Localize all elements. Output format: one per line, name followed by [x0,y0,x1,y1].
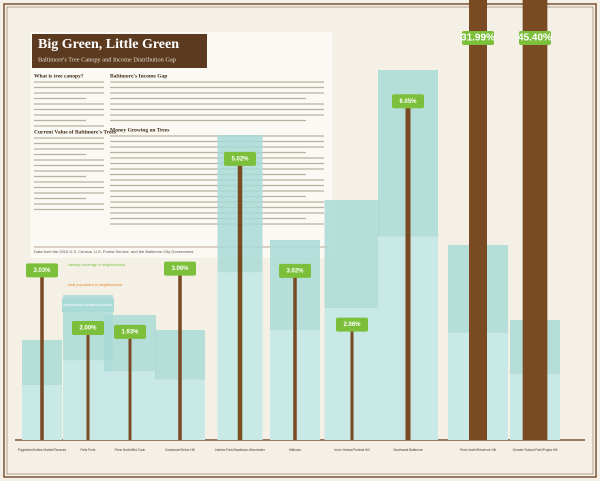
x-tick-label: Midtown [289,448,301,452]
canopy-label: 1.93% [121,329,139,335]
x-tick-label: Fells Point [81,448,96,452]
title-box [32,34,207,68]
x-tick-label: Greater Roland Park/Poplar Hill [513,448,558,452]
source: Data from the 2010 U.S. Census, U.S. For… [34,249,194,254]
x-tick-label: Penn North/Reservoir Hill [460,448,496,452]
legend-entry: neighborhood household income [63,303,112,307]
x-tick-label: Harlem Park/Sandtown-Winchester [215,448,266,452]
section-heading: Current Value of Baltimore's Trees [34,129,116,135]
tree-trunk [350,324,354,440]
canopy-label-box [336,317,368,332]
canopy-label-box [72,321,104,335]
canopy-label: 3.03% [33,268,51,274]
canopy-label: 45.40% [518,33,552,44]
body-text [34,81,324,225]
canopy-label: 31.99% [461,33,495,44]
canopy-label: 5.02% [231,156,249,162]
title: Big Green, Little Green [38,37,179,52]
canopy-label-box [26,263,58,278]
subtitle: Baltimore's Tree Canopy and Income Distr… [38,56,176,63]
tree-trunk [237,158,243,440]
x-tick-label: Poppleton/Hollins Market/Terraces [18,448,67,452]
canopy-label-box [164,261,196,276]
tree-trunk [128,331,132,440]
x-tick-label: Southwest Baltimore [393,448,422,452]
canopy-label-box [519,31,551,45]
x-tick-label: Inner Harbor/Federal Hill [335,448,370,452]
section-heading: Money Growing on Trees [110,127,169,133]
tree-trunk [469,0,487,440]
section-heading: Baltimore's Income Gap [110,73,167,79]
canopy-label: 2.06% [343,322,361,328]
canopy-label-box [392,94,424,109]
canopy-label-box [279,263,311,278]
section-heading: What is tree canopy? [34,73,84,79]
text-panel [30,32,332,258]
tree-trunk [178,268,182,440]
frame-inner [6,6,594,475]
tree-trunk [405,101,411,440]
x-tick-label: Downtown/Seton Hill [165,448,195,452]
canopy-label: 3.06% [171,266,189,272]
canopy-label: 2.00% [79,326,97,332]
canopy-label-box [224,151,256,166]
canopy-label-box [462,31,494,45]
legend-entry: canopy coverage in neighborhood [68,263,125,267]
tree-trunk [40,270,44,440]
legend-box [62,298,114,312]
x-tick-label: Penn North/Mid-Town [115,448,146,452]
frame [3,3,597,478]
tree-trunk [293,270,297,440]
tree-trunk [522,0,548,440]
tree-trunk [86,328,90,440]
legend-entry: total population in neighborhood [68,283,122,287]
canopy-label: 6.05% [399,99,417,105]
canopy-label: 3.02% [286,268,304,274]
canopy-label-box [114,324,146,339]
